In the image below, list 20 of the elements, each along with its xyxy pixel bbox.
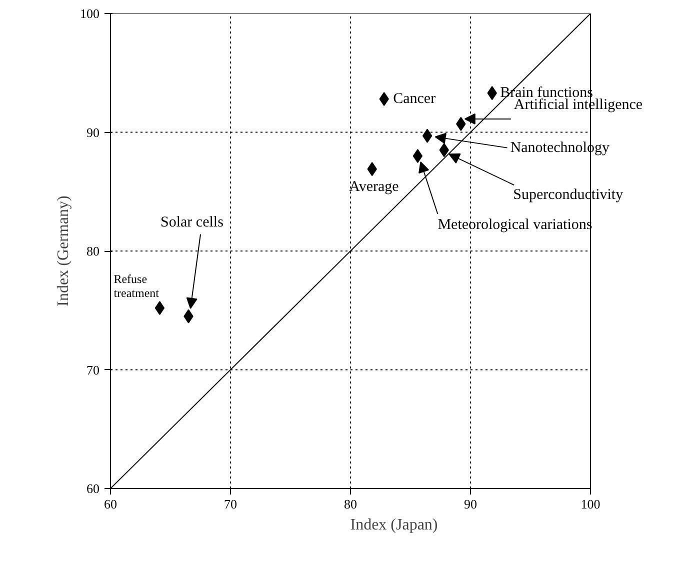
y-tick-label: 90: [86, 124, 100, 140]
y-tick-label: 60: [86, 481, 100, 496]
point: [422, 128, 432, 143]
annotation: Cancer: [393, 91, 436, 107]
point: [379, 92, 389, 106]
y-tick-label: 80: [86, 244, 100, 258]
x-tick-label: 90: [464, 496, 477, 512]
x-tick-label: 70: [224, 496, 237, 512]
x-tick-label: 100: [580, 496, 600, 512]
point: [154, 301, 165, 315]
annotation: Refuse treatment: [114, 272, 160, 300]
x-axis-title: Index (Japan): [350, 516, 438, 534]
x-tick-label: 60: [104, 496, 117, 512]
annotation: Average: [349, 179, 400, 196]
y-axis-title: Index (Germany): [55, 196, 72, 306]
point: [412, 149, 423, 163]
annotation: Solar cells: [160, 214, 224, 230]
x-tick-label: 80: [344, 496, 357, 512]
y-tick-label: 100: [80, 6, 100, 21]
y-tick-label: 70: [86, 362, 100, 378]
